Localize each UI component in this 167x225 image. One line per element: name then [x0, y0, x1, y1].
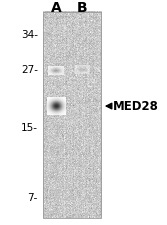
Text: B: B — [77, 1, 88, 15]
Text: MED28: MED28 — [113, 99, 159, 112]
Text: 15-: 15- — [21, 123, 38, 133]
Text: 34-: 34- — [21, 30, 38, 40]
Text: 7-: 7- — [28, 193, 38, 203]
Text: A: A — [51, 1, 61, 15]
Text: 27-: 27- — [21, 65, 38, 75]
Bar — [43, 11, 101, 218]
